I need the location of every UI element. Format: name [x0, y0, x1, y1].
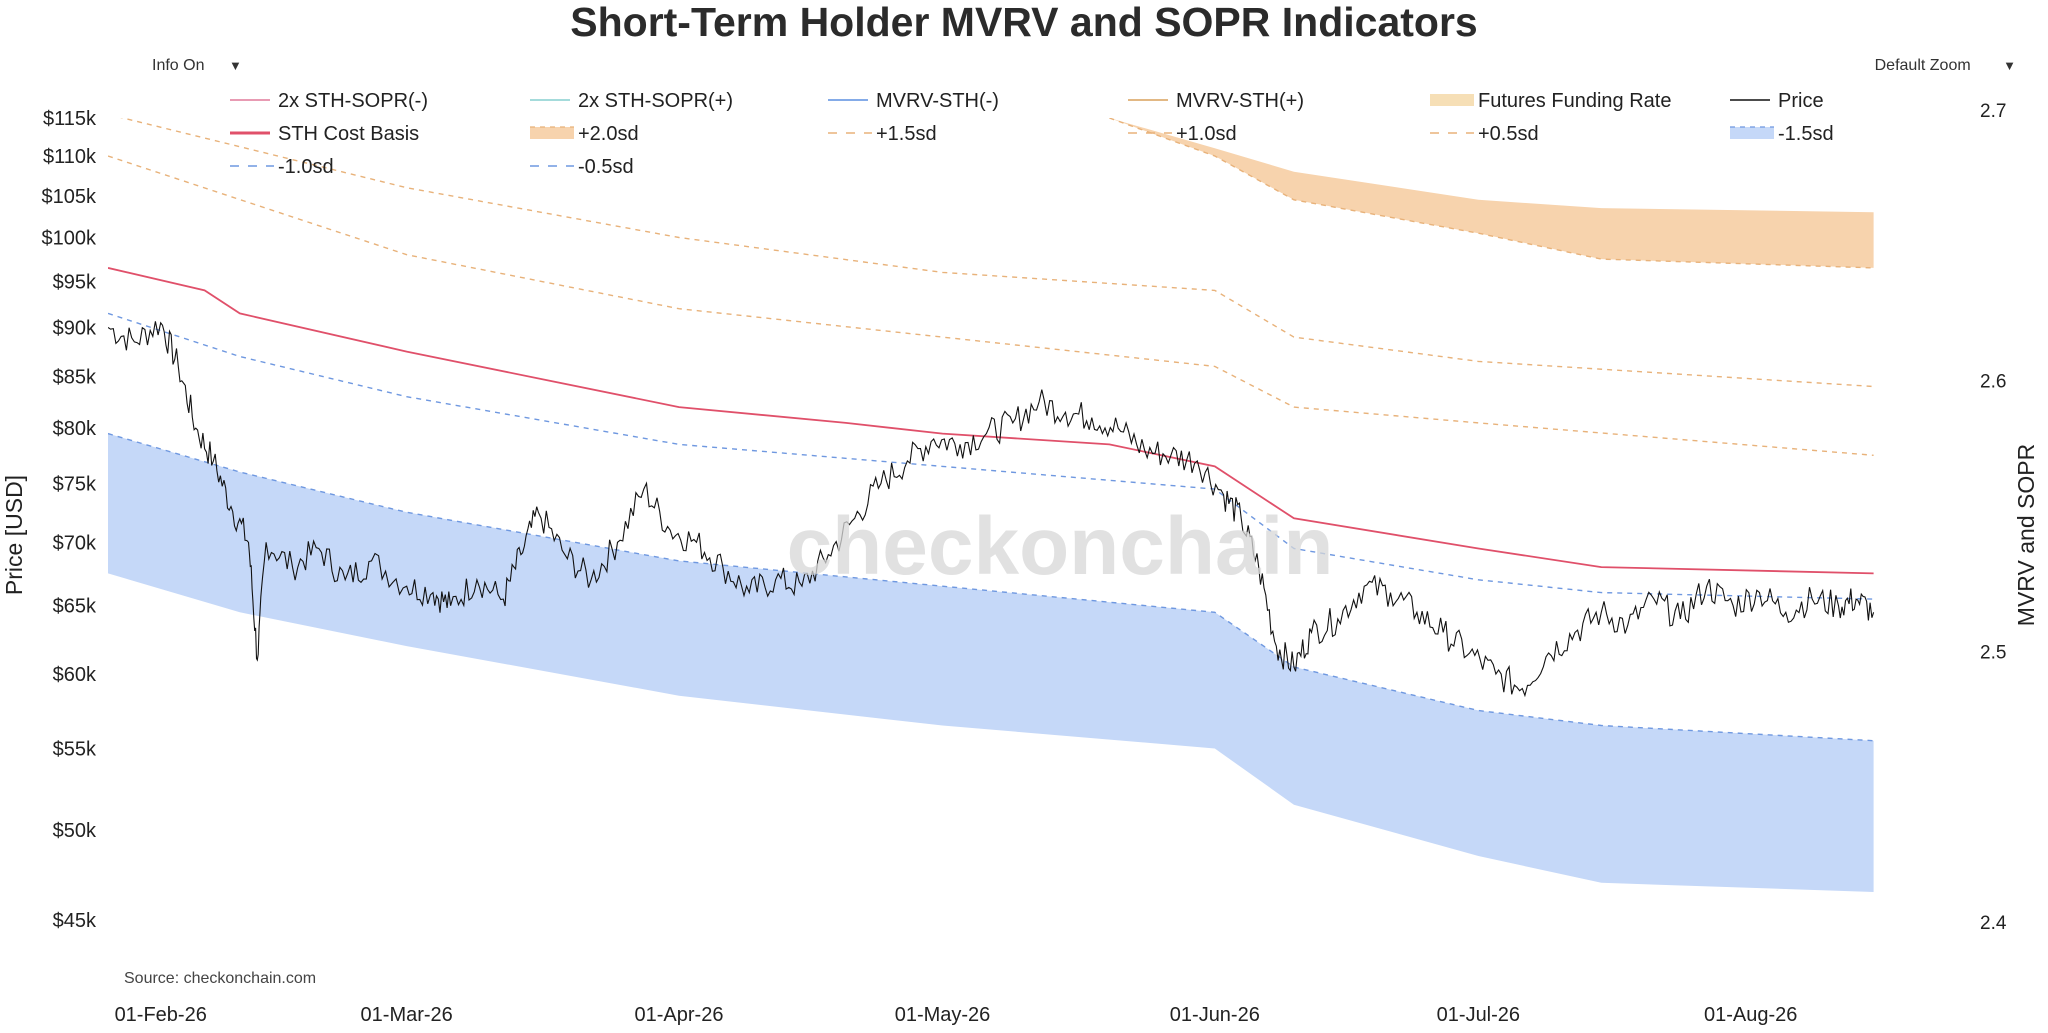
watermark: checkonchain: [787, 501, 1334, 592]
series-line-plus_0_5sd: [108, 155, 1874, 456]
series-line-price: [108, 321, 1875, 698]
series-line-minus_0_5sd: [108, 312, 1874, 600]
legend-item: 2x STH-SOPR(+): [530, 90, 733, 112]
y-tick-label: $75k: [53, 473, 97, 495]
legend-swatch: [1430, 94, 1474, 106]
legend-item: Price: [1730, 90, 1824, 112]
legend-label: Futures Funding Rate: [1478, 90, 1671, 112]
legend-label: STH Cost Basis: [278, 123, 419, 145]
legend-label: -0.5sd: [578, 156, 634, 178]
series-line-minus_1_0sd: [108, 432, 1874, 742]
y2-tick-label: 2.5: [1980, 642, 2006, 663]
x-tick-label: 01-Jun-26: [1170, 1004, 1260, 1026]
legend-item: MVRV-STH(-): [828, 90, 999, 112]
x-tick-label: 01-Feb-26: [115, 1004, 207, 1026]
series-line-sth-cost-basis: [108, 267, 1874, 575]
info-toggle-label: Info On: [152, 57, 205, 74]
legend-item: +2.0sd: [530, 123, 639, 145]
x-tick-label: 01-Aug-26: [1704, 1004, 1797, 1026]
y2-axis-label: MVRV and SOPR: [2013, 444, 2039, 626]
lower-band-fill: [108, 433, 1874, 892]
legend-item: -1.5sd: [1730, 123, 1834, 145]
legend-item: -1.0sd: [230, 156, 334, 178]
y-tick-label: $95k: [53, 271, 97, 293]
legend-label: 2x STH-SOPR(+): [578, 90, 733, 112]
legend-label: +1.5sd: [876, 123, 937, 145]
y-tick-label: $65k: [53, 596, 97, 618]
y-tick-label: $85k: [53, 366, 97, 388]
legend-label: 2x STH-SOPR(-): [278, 90, 428, 112]
y2-tick-label: 2.6: [1980, 372, 2006, 393]
legend-item: STH Cost Basis: [230, 123, 419, 145]
legend-label: -1.5sd: [1778, 123, 1834, 145]
y-tick-label: $100k: [42, 227, 97, 249]
y-tick-label: $60k: [53, 664, 97, 686]
chevron-down-icon: ▼: [228, 58, 242, 73]
y2-tick-label: 2.7: [1980, 101, 2006, 122]
y2-tick-label: 2.4: [1980, 913, 2007, 934]
info-toggle[interactable]: Info On ▼: [152, 57, 242, 75]
legend-swatch: [1730, 127, 1774, 139]
y-tick-label: $70k: [53, 532, 97, 554]
y-tick-label: $90k: [53, 318, 97, 340]
legend-label: +0.5sd: [1478, 123, 1539, 145]
legend-label: MVRV-STH(+): [1176, 90, 1304, 112]
x-tick-label: 01-Jul-26: [1437, 1004, 1520, 1026]
legend-label: +2.0sd: [578, 123, 639, 145]
legend-label: +1.0sd: [1176, 123, 1237, 145]
x-tick-label: 01-Mar-26: [361, 1004, 453, 1026]
upper-band-fill: [1109, 118, 1874, 268]
y-tick-label: $105k: [42, 186, 97, 208]
legend-item: 2x STH-SOPR(-): [230, 90, 428, 112]
legend-label: Price: [1778, 90, 1824, 112]
y-tick-label: $110k: [43, 146, 97, 168]
legend-item: -0.5sd: [530, 156, 634, 178]
y-tick-label: $115k: [43, 108, 97, 130]
legend-label: MVRV-STH(-): [876, 90, 999, 112]
legend-swatch: [530, 127, 574, 139]
y-tick-label: $45k: [53, 910, 97, 932]
legend-label: -1.0sd: [278, 156, 334, 178]
y-axis-label: Price [USD]: [1, 475, 27, 595]
x-tick-label: 01-Apr-26: [635, 1004, 724, 1026]
y-tick-label: $80k: [53, 418, 97, 440]
y-tick-label: $55k: [53, 738, 97, 760]
legend-item: +1.0sd: [1128, 123, 1237, 145]
chevron-down-icon: ▼: [2003, 58, 2016, 73]
legend-item: MVRV-STH(+): [1128, 90, 1304, 112]
zoom-select[interactable]: Default Zoom ▼: [1875, 57, 2016, 75]
legend-item: +0.5sd: [1430, 123, 1539, 145]
chart-title: Short-Term Holder MVRV and SOPR Indicato…: [570, 0, 1477, 45]
x-tick-label: 01-May-26: [895, 1004, 991, 1026]
series-line-plus_1_0sd: [120, 118, 1874, 388]
y-tick-label: $50k: [53, 820, 97, 842]
series-line-plus_1_5sd: [1109, 118, 1874, 269]
plot-area: [108, 118, 1875, 892]
zoom-select-label: Default Zoom: [1874, 57, 1971, 74]
source-note: Source: checkonchain.com: [124, 970, 316, 987]
legend-item: +1.5sd: [828, 123, 937, 145]
legend-item: Futures Funding Rate: [1430, 90, 1671, 112]
